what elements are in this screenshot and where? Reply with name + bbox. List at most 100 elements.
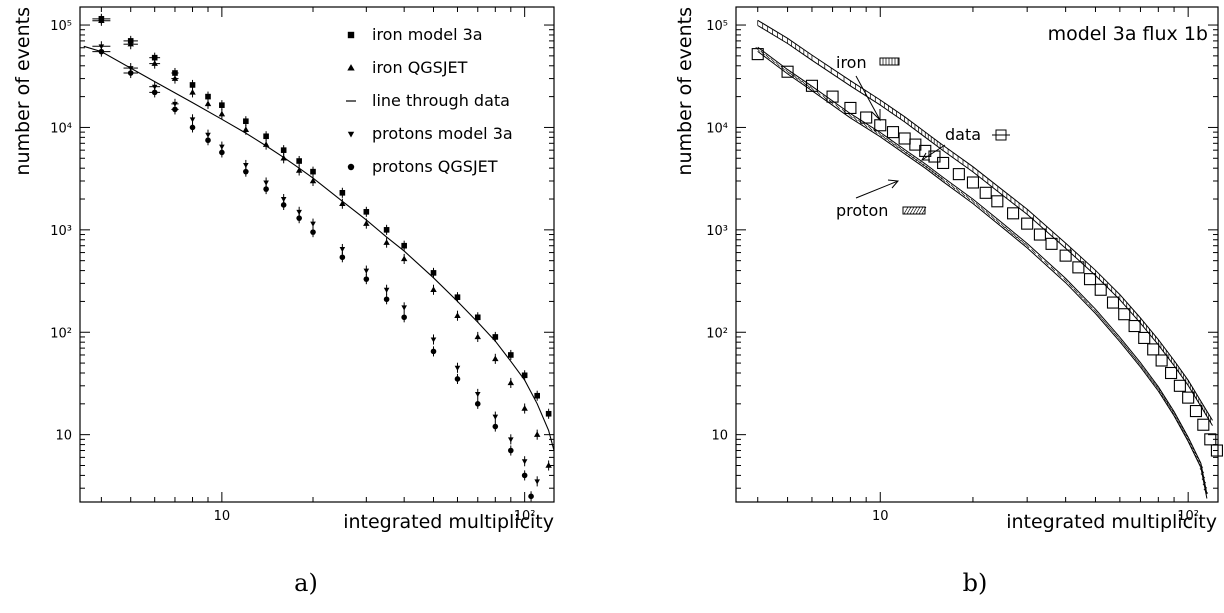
panel-a-series-square-point [430,270,437,276]
panel-b-series-proton-hatch [1141,366,1146,372]
panel-b-series-proton-hatch [902,149,907,155]
panel-b-series-proton-hatch [853,116,858,122]
panel-a-series-triangle-up-point [533,431,541,437]
panel-a-series-square-point [401,242,407,249]
panel-a-series-triangle-up-point [151,60,158,66]
panel-b-series-proton-hatch [1178,424,1184,429]
panel-a-ylabel: number of events [12,7,34,176]
panel-a-series-triangle-down-point [296,209,302,215]
panel-b-series-data-point [1147,343,1160,356]
panel-a-series-triangle-down-point [263,180,269,186]
panel-b-series-proton-hatch [1192,450,1197,455]
panel-b-series-proton-hatch [1093,308,1098,314]
panel-b-series-proton-hatch [912,156,918,162]
panel-a-series-triangle-down-point [151,84,158,90]
panel-b-series-proton-hatch [1073,288,1078,294]
annotation-proton-hatch [918,206,924,215]
panel-b-series-proton-hatch [1117,337,1123,342]
panel-a-series-circle-point [127,70,134,76]
panel-a-series-circle-point [401,314,407,321]
panel-b-series-proton-hatch [1113,332,1119,338]
panel-a-series-triangle-down-point [521,459,528,465]
panel-a-series-triangle-up-point [339,200,346,206]
panel-b-series-proton-hatch [1163,398,1169,404]
panel-b-series-data-point [898,132,911,145]
panel-a-series-triangle-up-point [430,286,437,292]
panel-b-series-proton-hatch [1124,345,1129,351]
panel-a-series-circle-point [151,89,158,96]
panel-b-series-proton-hatch [785,69,790,75]
panel-b-series-proton-hatch [975,202,981,208]
panel-b-series-proton-hatch [1016,236,1022,242]
panel-b-series-proton-hatch [934,172,940,178]
panel-a-chart: integrated multiplicity number of events… [12,6,555,597]
panel-a-series-circle-point [521,472,528,479]
panel-b-series-proton-hatch [1083,298,1088,304]
panel-b-series-proton-hatch [878,132,883,138]
panel-b-series-proton-hatch [1063,278,1068,283]
panel-a-series-triangle-down-point [474,391,481,397]
panel-b-series-proton-hatch [937,174,943,180]
panel-b-series-proton-hatch [955,188,961,193]
panel-a-series-circle-point [339,254,346,261]
panel-b-series-proton-hatch [1183,432,1189,438]
panel-b-series-proton-hatch [1181,428,1186,434]
annotation-proton-hatch [915,206,921,215]
panel-b-series-proton-band-edge [757,51,1208,499]
panel-a-frame [79,6,555,503]
panel-b-series-data-point [1072,261,1085,274]
panel-b-ytick-label: 10³ [706,224,728,239]
panel-b-series-proton-hatch [945,180,951,186]
panel-b-series-proton-hatch [905,151,911,157]
panel-b-series-proton-hatch [1198,463,1204,468]
panel-b-ylabel: number of events [674,7,696,176]
annotation-proton-arrowhead [887,179,900,189]
panel-b-series-proton-hatch [898,146,903,152]
annotation-proton-hatch [909,206,915,215]
panel-b-series-data-point [751,48,764,61]
panel-b-series-proton-hatch [1031,249,1036,254]
panel-b-series-proton-hatch [1109,327,1114,333]
panel-b-series-proton-hatch [931,170,937,176]
panel-a-series-triangle-down-point [430,337,437,343]
panel-a-series-circle-point [430,348,437,355]
panel-b-series-data-point [1021,217,1034,230]
panel-a-series-square-point [492,334,499,340]
panel-b-series-proton-hatch [1161,394,1166,400]
panel-b-series-proton-hatch [868,125,873,131]
panel-b-series-proton-hatch [1201,478,1207,484]
panel-b-series-proton-hatch [925,165,931,171]
panel-a-series-triangle-up-point [98,17,105,24]
panel-a-ytick-label: 10² [50,326,72,341]
panel-b-series-proton-hatch [1127,349,1133,355]
panel-a-series-circle-point [454,376,461,382]
panel-b-series-proton-hatch [1078,293,1083,299]
panel-a-series-circle-point [219,149,225,156]
panel-b-series-proton-hatch [765,54,770,60]
panel-a-series-square-point [189,82,196,88]
panel-b-series-proton-hatch [1020,239,1026,245]
panel-b-series-proton-hatch [1200,473,1206,479]
panel-a-xtick-label: 10 [214,509,231,524]
panel-b-series-proton-hatch [809,86,815,91]
panel-a-series-triangle-down-point [189,117,196,123]
panel-a-series-circle-point [508,447,514,454]
annotation-proton-hatch [921,206,927,215]
panel-b-series-proton-hatch [940,177,946,182]
panel-b-series-data-point [844,101,857,114]
panel-b-series-proton-hatch [980,206,986,212]
panel-a-series-triangle-down-point [363,268,370,274]
panel-b-series-proton-hatch [797,77,803,83]
panel-a-series-triangle-up-point [204,100,212,107]
panel-b-series-data-point [886,126,900,139]
panel-b-series-proton-hatch [1150,378,1155,384]
panel-a-series-square-point [280,147,287,153]
panel-b-series-proton-hatch [1174,415,1179,421]
panel-b-series-proton-hatch [909,154,914,159]
annotation-proton-hatch [906,206,912,215]
panel-a-series-square-point [205,93,211,100]
panel-a-series-triangle-down-point [383,287,390,293]
panel-a-series-triangle-up-point [295,167,303,173]
panel-b-series-proton-hatch [1012,233,1018,239]
panel-a-ticks: 10 10² 10³ 10⁴ 10⁵ 10 10² [50,7,554,524]
